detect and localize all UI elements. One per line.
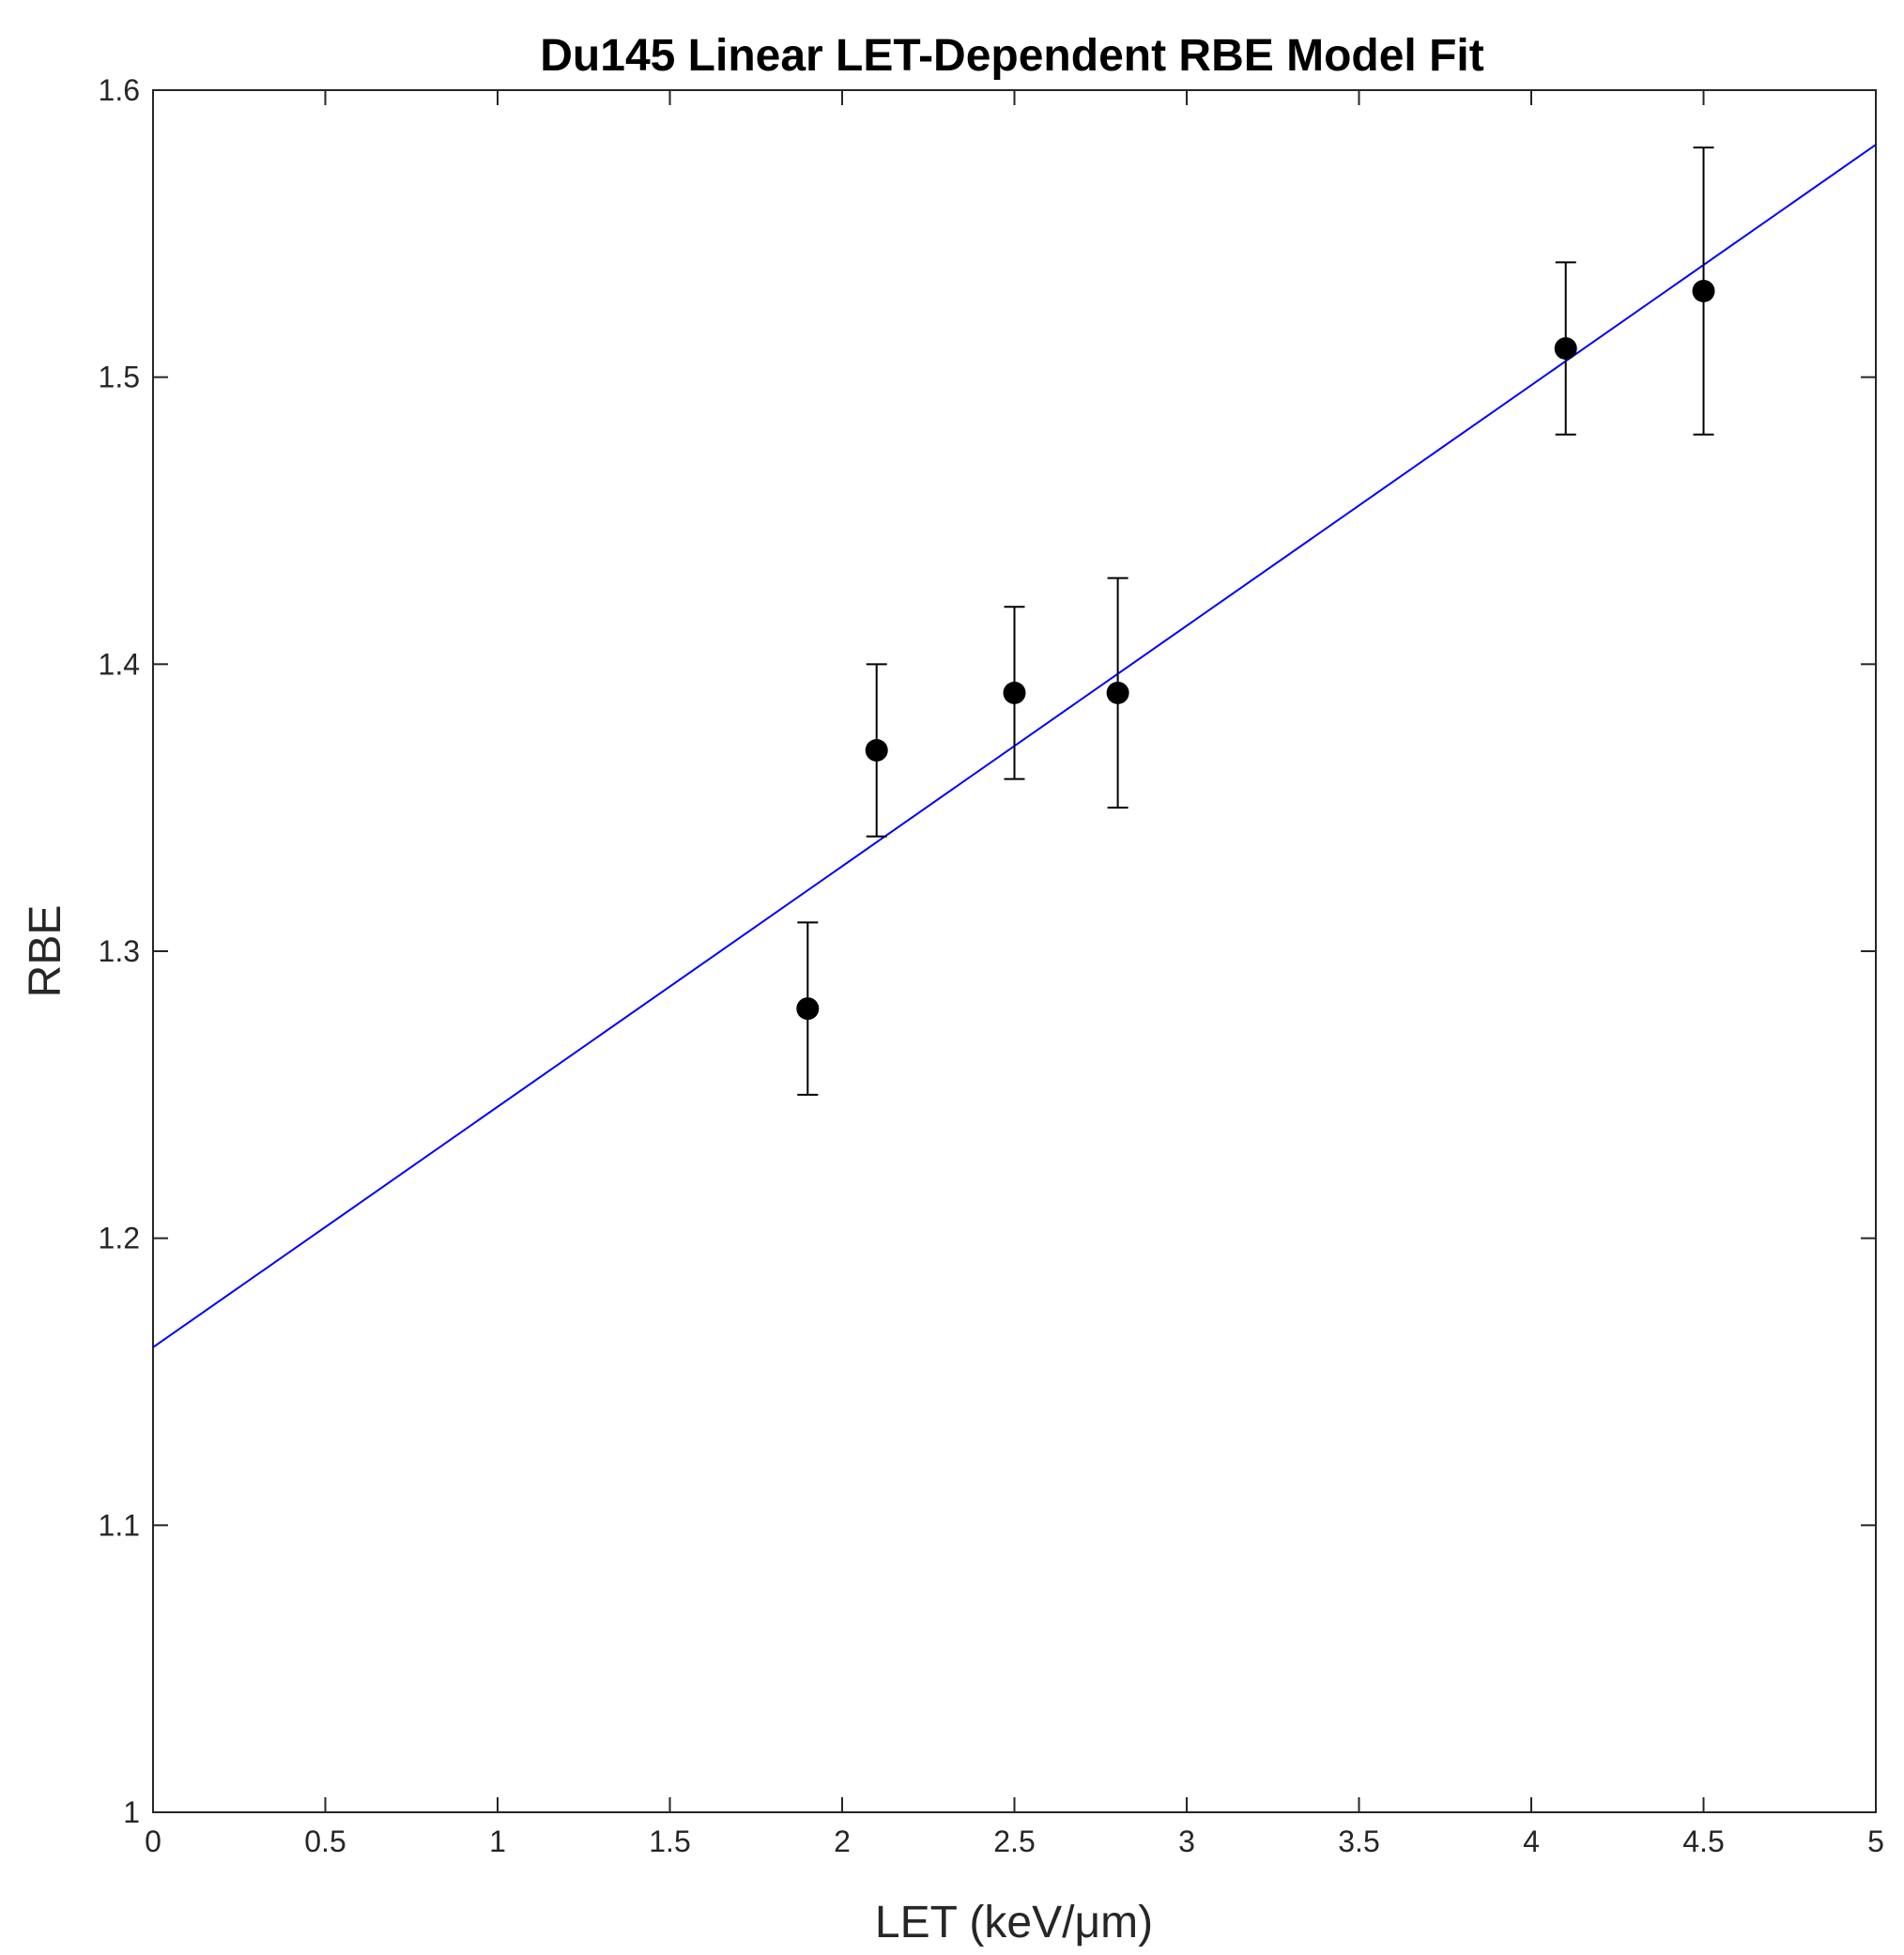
points-layer: [796, 279, 1715, 1021]
data-point: [865, 739, 888, 762]
x-tick-label: 1: [489, 1824, 506, 1858]
y-tick-label: 1.4: [99, 647, 140, 681]
x-tick-label: 2.5: [993, 1824, 1035, 1858]
x-tick-label: 0.5: [304, 1824, 345, 1858]
y-tick-label: 1.3: [99, 934, 140, 968]
y-tick-label: 1: [123, 1795, 140, 1829]
y-axis: 1 1.1 1.2 1.3 1.4 1.5 1.6: [99, 73, 1876, 1829]
data-point: [796, 997, 820, 1021]
y-tick-label: 1.2: [99, 1222, 140, 1255]
x-axis: 0 0.5 1 1.5 2 2.5 3 3.5 4 4.5 5: [145, 90, 1884, 1858]
x-tick-label: 4.5: [1682, 1824, 1724, 1858]
data-point: [1003, 681, 1026, 704]
x-tick-label: 2: [834, 1824, 851, 1858]
x-tick-label: 3: [1178, 1824, 1195, 1858]
data-point: [1554, 337, 1577, 361]
data-point: [1692, 279, 1715, 302]
y-tick-label: 1.6: [99, 73, 140, 107]
x-tick-label: 5: [1867, 1824, 1884, 1858]
x-axis-label: LET (keV/μm): [875, 1898, 1153, 1947]
data-point: [1106, 681, 1129, 704]
x-tick-label: 0: [145, 1824, 161, 1858]
plot-area: [152, 89, 1877, 1813]
x-tick-label: 3.5: [1338, 1824, 1379, 1858]
chart-title: Du145 Linear LET-Dependent RBE Model Fit: [540, 31, 1483, 81]
y-tick-label: 1.1: [99, 1508, 140, 1542]
x-tick-label: 1.5: [649, 1824, 690, 1858]
y-axis-label: RBE: [21, 905, 70, 998]
x-tick-label: 4: [1523, 1824, 1540, 1858]
y-tick-label: 1.5: [99, 361, 140, 394]
